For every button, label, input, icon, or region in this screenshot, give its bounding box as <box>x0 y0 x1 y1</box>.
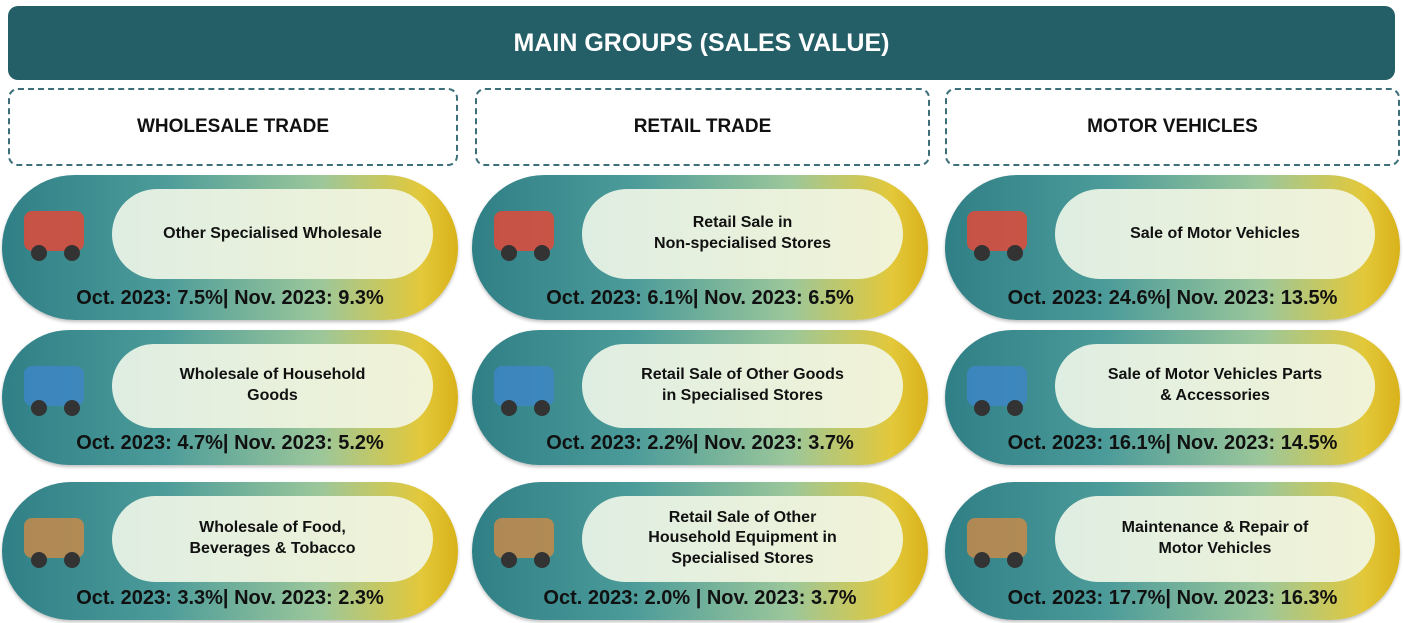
card-label: Other Specialised Wholesale <box>112 189 433 279</box>
label-line: Sale of Motor Vehicles <box>1130 224 1300 245</box>
card-stats: Oct. 2023: 2.2%| Nov. 2023: 3.7% <box>472 432 928 455</box>
icon <box>484 193 574 263</box>
card-stats: Oct. 2023: 4.7%| Nov. 2023: 5.2% <box>2 432 458 455</box>
icon-shape <box>14 348 104 418</box>
label-line: Wholesale of Household <box>180 365 366 386</box>
card-stats: Oct. 2023: 3.3%| Nov. 2023: 2.3% <box>2 587 458 610</box>
icon-shape <box>14 193 104 263</box>
label-line: Goods <box>247 386 298 407</box>
card-stats: Oct. 2023: 2.0% | Nov. 2023: 3.7% <box>472 587 928 610</box>
icon-shape <box>957 193 1047 263</box>
label-line: & Accessories <box>1160 386 1270 407</box>
icon-shape <box>484 500 574 570</box>
page: MAIN GROUPS (SALES VALUE) WHOLESALE TRAD… <box>0 0 1403 623</box>
card-label: Sale of Motor Vehicles Parts& Accessorie… <box>1055 344 1375 428</box>
icon-shape <box>484 193 574 263</box>
label-line: Retail Sale of Other Goods <box>641 365 844 386</box>
icon-shape <box>957 348 1047 418</box>
label-line: Other Specialised Wholesale <box>163 224 382 245</box>
card-label: Sale of Motor Vehicles <box>1055 189 1375 279</box>
label-line: Specialised Stores <box>671 549 813 570</box>
icon <box>484 348 574 418</box>
icon-shape <box>484 348 574 418</box>
card-label: Wholesale of Food,Beverages & Tobacco <box>112 496 433 582</box>
label-line: Sale of Motor Vehicles Parts <box>1108 365 1322 386</box>
header-title: MAIN GROUPS (SALES VALUE) <box>8 6 1395 80</box>
label-line: Motor Vehicles <box>1159 539 1272 560</box>
card: Sale of Motor Vehicles Parts& Accessorie… <box>945 330 1400 465</box>
icon <box>14 348 104 418</box>
icon <box>957 348 1047 418</box>
column-title: WHOLESALE TRADE <box>8 88 458 166</box>
card-stats: Oct. 2023: 24.6%| Nov. 2023: 13.5% <box>945 287 1400 310</box>
column-title: MOTOR VEHICLES <box>945 88 1400 166</box>
card-stats: Oct. 2023: 16.1%| Nov. 2023: 14.5% <box>945 432 1400 455</box>
column-title: RETAIL TRADE <box>475 88 930 166</box>
label-line: Maintenance & Repair of <box>1122 518 1309 539</box>
label-line: Beverages & Tobacco <box>190 539 356 560</box>
label-line: Wholesale of Food, <box>199 518 346 539</box>
icon-shape <box>957 500 1047 570</box>
icon <box>957 193 1047 263</box>
card-stats: Oct. 2023: 7.5%| Nov. 2023: 9.3% <box>2 287 458 310</box>
card-stats: Oct. 2023: 6.1%| Nov. 2023: 6.5% <box>472 287 928 310</box>
label-line: Retail Sale of Other <box>669 508 817 529</box>
card: Other Specialised Wholesale Oct. 2023: 7.… <box>2 175 458 320</box>
icon <box>957 500 1047 570</box>
icon-shape <box>14 500 104 570</box>
label-line: in Specialised Stores <box>662 386 823 407</box>
icon <box>14 500 104 570</box>
card-stats: Oct. 2023: 17.7%| Nov. 2023: 16.3% <box>945 587 1400 610</box>
card: Wholesale of Food,Beverages & Tobacco Oct… <box>2 482 458 620</box>
label-line: Non-specialised Stores <box>654 234 831 255</box>
card: Sale of Motor Vehicles Oct. 2023: 24.6%| … <box>945 175 1400 320</box>
label-line: Retail Sale in <box>693 213 793 234</box>
icon <box>14 193 104 263</box>
icon <box>484 500 574 570</box>
label-line: Household Equipment in <box>648 528 836 549</box>
